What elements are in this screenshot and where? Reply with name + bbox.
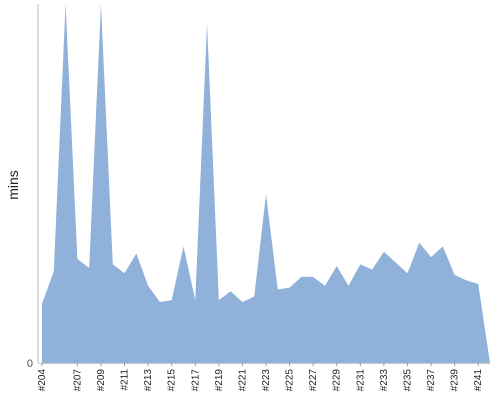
x-tick-label: #209 <box>96 369 107 392</box>
x-tick-label: #221 <box>237 369 248 392</box>
x-tick-label: #213 <box>143 369 154 392</box>
x-tick-label: #229 <box>332 369 343 392</box>
plot-area <box>37 4 490 364</box>
x-tick-label: #233 <box>379 369 390 392</box>
series-area <box>42 4 490 363</box>
x-tick-label: #235 <box>402 369 413 392</box>
x-tick-label: #241 <box>473 369 484 392</box>
x-tick-label: #215 <box>167 369 178 392</box>
x-tick-label: #227 <box>308 369 319 392</box>
x-tick-label: #231 <box>355 369 366 392</box>
x-tick-label: #217 <box>190 369 201 392</box>
x-tick-label: #211 <box>120 369 131 391</box>
x-tick-label: #237 <box>426 369 437 392</box>
y-tick-group: 0 <box>27 358 33 370</box>
x-tick-group: #204 #207 #209 #211 #213 #215 #217 #219 #221 #223… <box>37 363 484 391</box>
x-tick-label: #219 <box>214 369 225 392</box>
x-tick-label: #207 <box>72 369 83 392</box>
x-tick-label: #239 <box>450 369 461 392</box>
x-tick-label: #225 <box>285 369 296 392</box>
x-tick-label: #204 <box>37 369 48 392</box>
x-tick-label: #223 <box>261 369 272 392</box>
y-axis-label: mins <box>5 170 21 200</box>
y-tick-label: 0 <box>27 358 33 370</box>
